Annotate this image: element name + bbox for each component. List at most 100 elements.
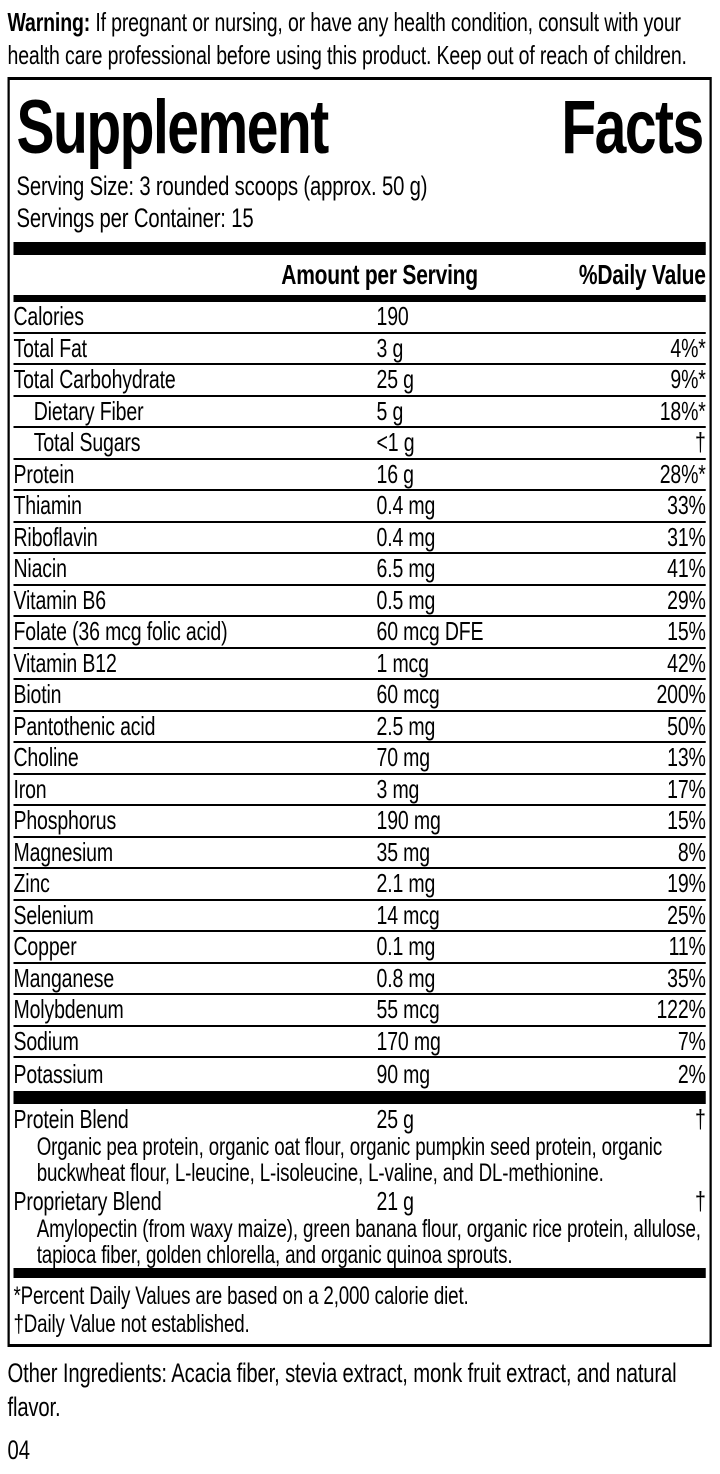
nutrient-name: Calories (13, 301, 84, 332)
nutrient-row: Protein 16 g 28%* (13, 458, 706, 491)
nutrient-row: Folate (36 mcg folic acid) 60 mcg DFE 15% (13, 616, 706, 649)
supplement-facts-panel: Supplement Facts Serving Size: 3 rounded… (7, 77, 712, 1347)
column-header-daily-value: %Daily Value (578, 259, 706, 290)
nutrient-row: Niacin 6.5 mg 41% (13, 553, 706, 586)
nutrient-name: Total Carbohydrate (13, 364, 176, 395)
blend-daily-value: † (695, 1103, 706, 1134)
nutrient-row: Riboflavin 0.4 mg 31% (13, 521, 706, 554)
nutrient-daily-value: 15% (667, 616, 706, 647)
nutrient-rows: Calories 190 Total Fat 3 g 4%* Total Carbohyd… (13, 301, 706, 1091)
nutrient-row: Selenium 14 mcg 25% (13, 899, 706, 932)
nutrient-row: Magnesium 35 mg 8% (13, 836, 706, 869)
nutrient-daily-value: 11% (668, 931, 706, 962)
nutrient-amount: 5 g (376, 395, 404, 426)
warning-label: Warning: (7, 7, 91, 37)
nutrient-name: Molybdenum (13, 994, 124, 1025)
blend-amount: 21 g (376, 1185, 415, 1216)
nutrient-amount: 6.5 mg (376, 553, 436, 584)
nutrient-row: Total Fat 3 g 4%* (13, 332, 706, 365)
nutrient-amount: 90 mg (376, 1059, 431, 1089)
panel-title-word-2: Facts (561, 85, 704, 170)
nutrient-row: Total Carbohydrate 25 g 9%* (13, 364, 706, 397)
nutrient-daily-value: 13% (667, 742, 706, 773)
nutrient-amount: 0.1 mg (376, 931, 436, 962)
blend-daily-value: † (695, 1185, 706, 1216)
nutrient-amount: 25 g (376, 364, 415, 395)
nutrient-name: Biotin (13, 679, 62, 710)
nutrient-row: Iron 3 mg 17% (13, 773, 706, 806)
nutrient-row: Vitamin B12 1 mcg 42% (13, 647, 706, 680)
nutrient-name: Iron (13, 773, 47, 804)
nutrient-name: Pantothenic acid (13, 710, 156, 741)
nutrient-amount: 170 mg (376, 1025, 441, 1056)
nutrient-daily-value: 15% (667, 805, 706, 836)
nutrient-amount: 2.5 mg (376, 710, 436, 741)
nutrient-row: Vitamin B6 0.5 mg 29% (13, 584, 706, 617)
nutrient-amount: 190 (376, 301, 409, 332)
nutrient-daily-value: 31% (667, 521, 706, 552)
nutrient-name: Vitamin B6 (13, 584, 107, 615)
blend-name: Protein Blend (13, 1103, 129, 1134)
nutrient-name: Sodium (13, 1025, 79, 1056)
nutrient-daily-value: 122% (656, 994, 706, 1025)
page-number: 04 (7, 1435, 31, 1465)
nutrient-name: Folate (36 mcg folic acid) (13, 616, 228, 647)
nutrient-name: Manganese (13, 962, 115, 993)
serving-info: Serving Size: 3 rounded scoops (approx. … (14, 170, 706, 234)
nutrient-name: Niacin (13, 553, 67, 584)
nutrient-name: Phosphorus (13, 805, 117, 836)
warning-text: Warning: If pregnant or nursing, or have… (8, 6, 712, 72)
nutrient-daily-value: 29% (667, 584, 706, 615)
blend-row: Proprietary Blend 21 g † (14, 1186, 706, 1216)
nutrient-row: Choline 70 mg 13% (13, 742, 706, 775)
nutrient-amount: 35 mg (376, 836, 431, 867)
nutrient-daily-value: 18%* (659, 395, 706, 426)
blend-description: Amylopectin (from waxy maize), green ban… (36, 1215, 701, 1269)
separator-bar-header (13, 295, 706, 302)
serving-size: Serving Size: 3 rounded scoops (approx. … (16, 171, 428, 201)
nutrient-amount: 55 mcg (376, 994, 440, 1025)
nutrient-daily-value: 200% (656, 679, 706, 710)
nutrient-daily-value: 41% (667, 553, 706, 584)
nutrient-daily-value: 35% (667, 962, 706, 993)
nutrient-amount: 0.4 mg (376, 490, 436, 521)
nutrient-daily-value: 4%* (670, 332, 706, 363)
nutrient-amount: <1 g (376, 427, 415, 458)
nutrient-name: Zinc (13, 868, 50, 899)
nutrient-row: Biotin 60 mcg 200% (13, 679, 706, 712)
nutrient-name: Total Fat (13, 332, 88, 363)
nutrient-daily-value: 42% (667, 647, 706, 678)
nutrient-daily-value: 17% (667, 773, 706, 804)
nutrient-name: Dietary Fiber (33, 395, 144, 426)
nutrient-row: Manganese 0.8 mg 35% (13, 962, 706, 995)
nutrient-row: Copper 0.1 mg 11% (13, 931, 706, 964)
nutrient-amount: 70 mg (376, 742, 431, 773)
nutrient-amount: 3 g (376, 332, 404, 363)
nutrient-daily-value: 33% (667, 490, 706, 521)
nutrient-amount: 190 mg (376, 805, 441, 836)
nutrient-name: Thiamin (13, 490, 82, 521)
nutrient-amount: 0.8 mg (376, 962, 436, 993)
panel-title-word-1: Supplement (16, 85, 330, 170)
nutrient-name: Protein (13, 458, 75, 489)
column-header-row: Amount per Serving %Daily Value (14, 255, 706, 295)
nutrient-daily-value: 25% (667, 899, 706, 930)
blend-amount: 25 g (376, 1103, 415, 1134)
nutrient-row: Thiamin 0.4 mg 33% (13, 490, 706, 523)
nutrient-name: Riboflavin (13, 521, 98, 552)
nutrient-name: Copper (13, 931, 77, 962)
nutrient-daily-value: 2% (677, 1059, 706, 1089)
other-ingredients: Other Ingredients: Acacia fiber, stevia … (7, 1358, 677, 1422)
nutrient-amount: 14 mcg (376, 899, 440, 930)
nutrient-daily-value: 50% (667, 710, 706, 741)
blend-name: Proprietary Blend (13, 1185, 162, 1216)
nutrient-row: Sodium 170 mg 7% (13, 1025, 706, 1058)
warning-body: If pregnant or nursing, or have any heal… (7, 7, 687, 70)
nutrient-row: Zinc 2.1 mg 19% (13, 868, 706, 901)
nutrient-name: Total Sugars (33, 427, 141, 458)
servings-per-container: Servings per Container: 15 (16, 203, 254, 233)
nutrient-amount: 3 mg (376, 773, 420, 804)
nutrient-row: Calories 190 (13, 301, 706, 334)
nutrient-row: Potassium 90 mg 2% (14, 1058, 706, 1091)
nutrient-amount: 60 mcg (376, 679, 440, 710)
